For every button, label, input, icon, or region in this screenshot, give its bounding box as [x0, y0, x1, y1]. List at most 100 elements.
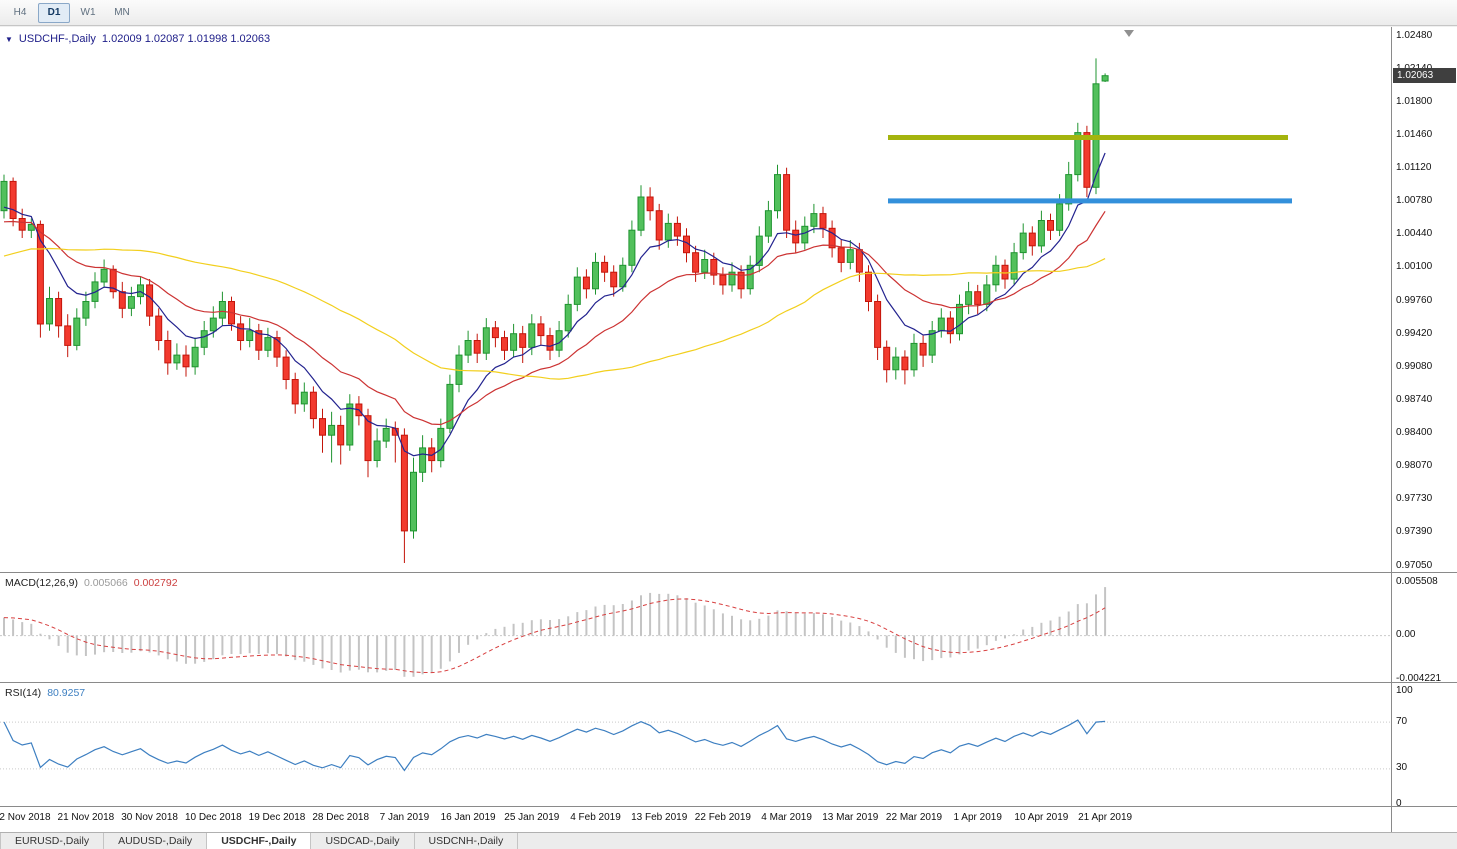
panel-separator — [1392, 806, 1457, 807]
candle-bearish — [610, 271, 618, 288]
time-axis-label: 25 Jan 2019 — [504, 812, 560, 823]
candle-bearish — [1001, 264, 1009, 280]
rsi-name: RSI(14) — [5, 687, 42, 699]
candle-bearish — [273, 337, 281, 358]
tab-eurusd-daily[interactable]: EURUSD-,Daily — [0, 833, 105, 849]
candle-bearish — [364, 415, 372, 462]
candle-bullish — [100, 268, 108, 283]
candle-bullish — [956, 303, 963, 335]
candle-bearish — [946, 317, 954, 335]
candle-bearish — [1028, 232, 1036, 247]
price-axis-label: 0.99420 — [1396, 327, 1433, 339]
candle-bullish — [437, 427, 445, 462]
rsi-line — [3, 719, 1106, 772]
candle-bearish — [601, 261, 609, 273]
candle-bearish — [646, 196, 654, 212]
candle-bearish — [291, 379, 299, 405]
candle-bearish — [828, 227, 836, 249]
time-axis-label: 4 Mar 2019 — [761, 812, 812, 823]
timeframe-w1-button[interactable]: W1 — [80, 7, 96, 18]
price-axis-label: 1.00100 — [1396, 261, 1433, 273]
candle-bearish — [1083, 132, 1091, 188]
tab-usdchf-daily[interactable]: USDCHF-,Daily — [207, 833, 312, 849]
candle-bearish — [855, 249, 863, 273]
candle-bullish — [592, 261, 599, 290]
candle-bullish — [1074, 132, 1082, 176]
timeframe-mn-button[interactable]: MN — [114, 7, 130, 18]
candle-bullish — [983, 284, 991, 305]
resistance-line-upper — [888, 135, 1288, 140]
price-panel[interactable]: ▼ USDCHF-,Daily 1.02009 1.02087 1.01998 … — [0, 27, 1391, 572]
candle-bullish — [701, 259, 709, 273]
macd-label: MACD(12,26,9) 0.005066 0.002792 — [5, 577, 178, 589]
candle-bearish — [974, 291, 982, 305]
candle-bullish — [1019, 232, 1027, 254]
candle-bullish — [300, 391, 308, 405]
candle-bullish — [446, 383, 454, 429]
candle-bearish — [519, 333, 527, 348]
ma-line-8 — [3, 152, 1106, 457]
candle-bullish — [728, 271, 736, 286]
tab-usdcnh-daily[interactable]: USDCNH-,Daily — [415, 833, 519, 849]
candle-bearish — [319, 418, 326, 436]
candle-bearish — [792, 229, 800, 244]
candle-bullish — [218, 301, 226, 319]
candle-bearish — [309, 391, 317, 420]
time-axis-label: 16 Jan 2019 — [440, 812, 496, 823]
macd-axis-label: 0.005508 — [1396, 576, 1438, 587]
candle-bullish — [410, 471, 417, 532]
chart-tabs-bar: EURUSD-,Daily AUDUSD-,Daily USDCHF-,Dail… — [0, 832, 1457, 849]
candle-bearish — [865, 271, 872, 302]
macd-main-value: 0.005066 — [83, 577, 128, 589]
chart-shift-marker-icon[interactable] — [1124, 30, 1134, 37]
time-axis[interactable]: 12 Nov 2018 21 Nov 2018 30 Nov 2018 10 Dec … — [0, 806, 1391, 832]
time-axis-label: 22 Mar 2019 — [885, 812, 943, 823]
candle-bearish — [64, 325, 72, 346]
candle-bullish — [173, 354, 181, 364]
candle-bullish — [373, 440, 381, 461]
candle-bullish — [892, 356, 900, 371]
rsi-label: RSI(14) 80.9257 — [5, 687, 85, 699]
price-axis-label: 1.00440 — [1396, 228, 1433, 240]
candle-bullish — [564, 303, 572, 332]
candle-bullish — [664, 222, 672, 241]
candle-bullish — [27, 223, 35, 231]
candle-bullish — [246, 330, 254, 342]
time-axis-label: 19 Dec 2018 — [248, 812, 306, 823]
dropdown-triangle-icon: ▼ — [5, 34, 13, 44]
candle-bearish — [919, 342, 927, 356]
candle-bearish — [282, 356, 290, 381]
time-axis-label: 12 Nov 2018 — [0, 812, 51, 823]
candle-bearish — [182, 354, 190, 368]
timeframe-h4-button[interactable]: H4 — [13, 7, 27, 18]
rsi-chart-canvas[interactable] — [0, 683, 1391, 806]
macd-panel[interactable]: MACD(12,26,9) 0.005066 0.002792 — [0, 572, 1391, 682]
tab-audusd-daily[interactable]: AUDUSD-,Daily — [104, 833, 208, 849]
price-axis-label: 1.00780 — [1396, 195, 1433, 207]
ma-line-45 — [3, 247, 1106, 380]
price-axis-label: 0.99760 — [1396, 294, 1433, 306]
candle-bearish — [673, 222, 681, 237]
tab-usdcad-daily[interactable]: USDCAD-,Daily — [311, 833, 415, 849]
candle-bullish — [628, 229, 636, 266]
candle-bearish — [146, 284, 154, 317]
price-axis-label: 0.97730 — [1396, 493, 1433, 505]
candle-bullish — [200, 330, 208, 348]
macd-chart-canvas[interactable] — [0, 573, 1391, 682]
price-chart-canvas[interactable] — [0, 27, 1391, 572]
candle-bullish — [619, 264, 627, 288]
price-scale[interactable]: 1.02063 1.02480 1.02140 1.01800 1.01460 1.01… — [1391, 27, 1457, 832]
candle-bullish — [764, 210, 772, 237]
timeframe-d1-button[interactable]: D1 — [38, 2, 70, 23]
candle-bearish — [428, 447, 436, 462]
candle-bullish — [127, 296, 135, 309]
rsi-panel[interactable]: RSI(14) 80.9257 — [0, 682, 1391, 806]
time-axis-label: 28 Dec 2018 — [312, 812, 370, 823]
time-axis-label: 21 Apr 2019 — [1078, 812, 1133, 823]
candle-bullish — [382, 427, 390, 442]
panel-separator — [1392, 572, 1457, 573]
candle-bearish — [118, 291, 126, 309]
candle-bearish — [537, 323, 545, 337]
candle-bullish — [482, 327, 490, 354]
price-axis-label: 0.98740 — [1396, 393, 1433, 405]
